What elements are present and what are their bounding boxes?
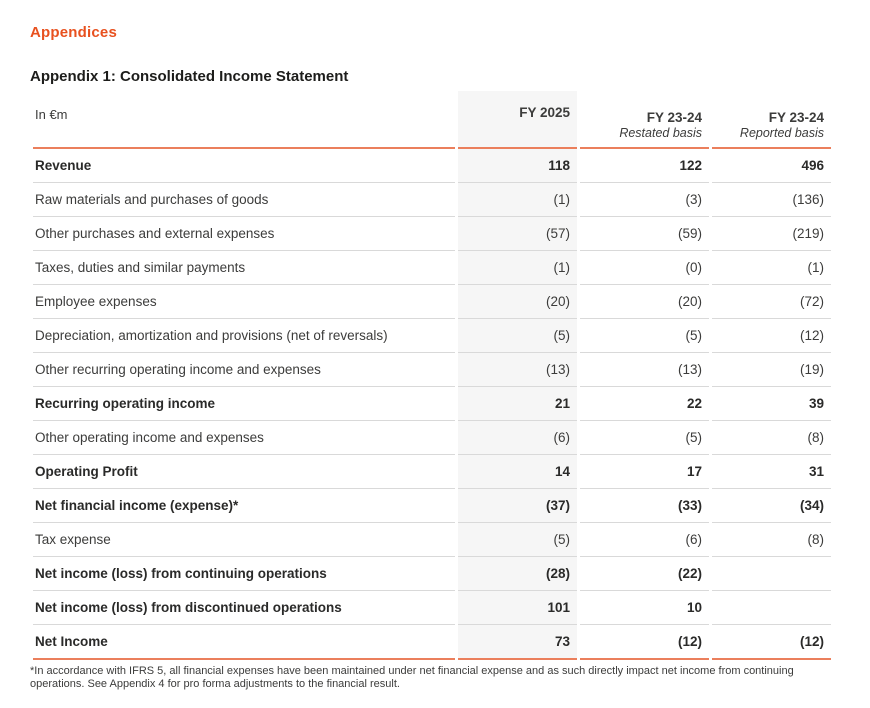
- income-statement-table: In €m FY 2025 FY 23-24 Restated basis FY…: [30, 91, 834, 660]
- row-value: (34): [712, 489, 831, 523]
- row-value: (5): [580, 319, 709, 353]
- row-label: Tax expense: [33, 523, 455, 557]
- row-value: (13): [458, 353, 577, 387]
- row-value: 118: [458, 149, 577, 183]
- row-value: (19): [712, 353, 831, 387]
- table-row: Taxes, duties and similar payments (1) (0)…: [33, 251, 831, 285]
- row-value: 496: [712, 149, 831, 183]
- table-row: Revenue 118 122 496: [33, 149, 831, 183]
- row-value: 10: [580, 591, 709, 625]
- row-value: (8): [712, 523, 831, 557]
- row-value: (1): [712, 251, 831, 285]
- row-label: Revenue: [33, 149, 455, 183]
- table-row: Net Income 73 (12) (12): [33, 625, 831, 660]
- row-value: (3): [580, 183, 709, 217]
- table-row: Employee expenses (20) (20) (72): [33, 285, 831, 319]
- row-value: (219): [712, 217, 831, 251]
- row-label: Net Income: [33, 625, 455, 660]
- row-label: Net income (loss) from continuing operat…: [33, 557, 455, 591]
- column-header-fy2025: FY 2025: [458, 91, 577, 149]
- column-header-fy2324-reported: FY 23-24 Reported basis: [712, 91, 831, 149]
- header-row: In €m FY 2025 FY 23-24 Restated basis FY…: [33, 91, 831, 149]
- table-row: Depreciation, amortization and provision…: [33, 319, 831, 353]
- table-row: Other recurring operating income and exp…: [33, 353, 831, 387]
- row-label: Other purchases and external expenses: [33, 217, 455, 251]
- row-value: (6): [580, 523, 709, 557]
- row-value: (8): [712, 421, 831, 455]
- table-row: Raw materials and purchases of goods (1)(…: [33, 183, 831, 217]
- row-value: (12): [712, 625, 831, 660]
- row-value: (28): [458, 557, 577, 591]
- table-row: Other operating income and expenses (6) (5…: [33, 421, 831, 455]
- row-label: Depreciation, amortization and provision…: [33, 319, 455, 353]
- table-title: Appendix 1: Consolidated Income Statemen…: [30, 68, 349, 85]
- row-value: (5): [458, 523, 577, 557]
- table-row: Net income (loss) from continuing operat…: [33, 557, 831, 591]
- row-label: Other operating income and expenses: [33, 421, 455, 455]
- section-title: Appendices: [30, 24, 118, 41]
- row-value: 21: [458, 387, 577, 421]
- row-value: (20): [458, 285, 577, 319]
- row-value: (12): [580, 625, 709, 660]
- row-value: (0): [580, 251, 709, 285]
- row-label: Net income (loss) from discontinued oper…: [33, 591, 455, 625]
- column-header-restated-label: FY 23-24: [646, 110, 702, 125]
- row-value: 14: [458, 455, 577, 489]
- row-value: (20): [580, 285, 709, 319]
- row-value: (5): [458, 319, 577, 353]
- row-value: (37): [458, 489, 577, 523]
- row-value: [712, 591, 831, 625]
- row-value: (59): [580, 217, 709, 251]
- column-header-reported-label: FY 23-24: [768, 110, 824, 125]
- row-label: Taxes, duties and similar payments: [33, 251, 455, 285]
- row-value: (57): [458, 217, 577, 251]
- row-value: (1): [458, 251, 577, 285]
- row-value: 22: [580, 387, 709, 421]
- row-label: Other recurring operating income and exp…: [33, 353, 455, 387]
- row-value: (12): [712, 319, 831, 353]
- row-value: 73: [458, 625, 577, 660]
- row-value: 122: [580, 149, 709, 183]
- row-value: 31: [712, 455, 831, 489]
- table-row: Net income (loss) from discontinued oper…: [33, 591, 831, 625]
- row-value: 39: [712, 387, 831, 421]
- row-label: Net financial income (expense)*: [33, 489, 455, 523]
- row-value: (136): [712, 183, 831, 217]
- table-row: Other purchases and external expenses (57…: [33, 217, 831, 251]
- row-value: (22): [580, 557, 709, 591]
- row-label: Employee expenses: [33, 285, 455, 319]
- row-label: Raw materials and purchases of goods: [33, 183, 455, 217]
- row-value: (1): [458, 183, 577, 217]
- row-value: (13): [580, 353, 709, 387]
- footnote: *In accordance with IFRS 5, all financia…: [30, 665, 794, 690]
- row-label: Operating Profit: [33, 455, 455, 489]
- table-row: Recurring operating income 21 22 39: [33, 387, 831, 421]
- column-header-fy2025-label: FY 2025: [519, 105, 570, 120]
- row-value: 101: [458, 591, 577, 625]
- row-value: (6): [458, 421, 577, 455]
- row-value: 17: [580, 455, 709, 489]
- table-row: Operating Profit 14 17 31: [33, 455, 831, 489]
- row-label: Recurring operating income: [33, 387, 455, 421]
- column-header-reported-sublabel: Reported basis: [739, 126, 824, 140]
- table-row: Tax expense (5) (6) (8): [33, 523, 831, 557]
- row-value: [712, 557, 831, 591]
- table-row: Net financial income (expense)* (37) (33)(…: [33, 489, 831, 523]
- row-value: (72): [712, 285, 831, 319]
- row-value: (33): [580, 489, 709, 523]
- column-header-restated-sublabel: Restated basis: [619, 126, 702, 140]
- unit-label: In €m: [33, 91, 455, 149]
- row-value: (5): [580, 421, 709, 455]
- column-header-fy2324-restated: FY 23-24 Restated basis: [580, 91, 709, 149]
